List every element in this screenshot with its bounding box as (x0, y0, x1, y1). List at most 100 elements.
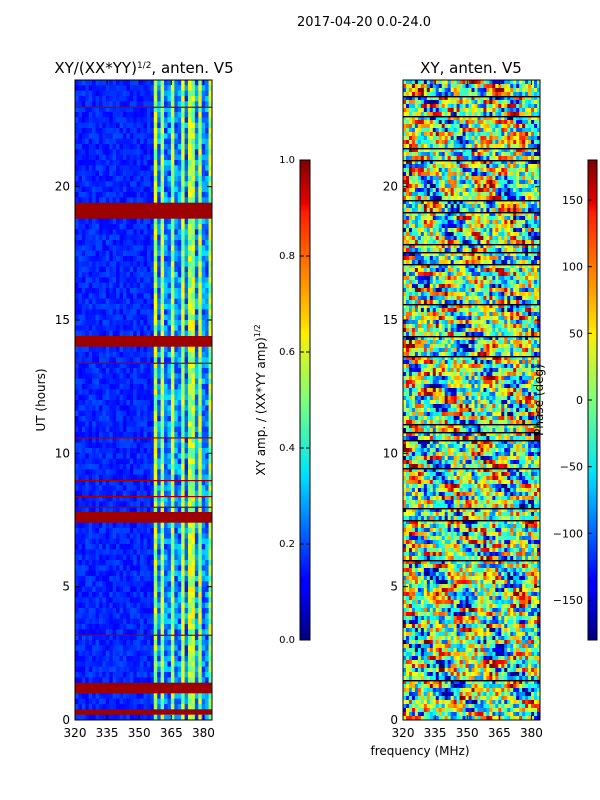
left-heat-cell (92, 666, 97, 673)
left-heat-cell (122, 421, 127, 428)
left-heat-cell (188, 309, 193, 316)
left-heat-cell (208, 704, 212, 710)
right-heat-cell (408, 84, 413, 89)
left-heat-cell (119, 608, 124, 614)
left-heat-cell (129, 144, 134, 150)
left-heat-cell (208, 298, 212, 305)
left-heat-cell (116, 592, 121, 598)
left-heat-cell (174, 96, 179, 102)
left-heat-cell (143, 378, 148, 385)
left-heat-cell (191, 384, 196, 390)
left-heat-cell (191, 240, 196, 246)
left-heat-cell (116, 634, 121, 641)
left-heat-cell (184, 277, 189, 284)
left-heat-cell (184, 234, 189, 241)
left-heat-cell (201, 506, 206, 513)
left-heat-cell (81, 474, 86, 481)
left-heat-cell (95, 389, 100, 396)
left-heat-cell (88, 378, 93, 385)
left-heat-cell (184, 224, 189, 230)
left-heat-cell (88, 426, 93, 433)
left-heat-cell (150, 704, 155, 710)
left-heat-cell (150, 218, 155, 225)
left-heat-cell (160, 656, 165, 662)
left-heat-cell (105, 122, 110, 129)
left-heat-cell (133, 704, 138, 710)
left-heat-cell (102, 181, 107, 188)
left-heat-cell (208, 474, 212, 481)
left-heat-cell (85, 464, 90, 470)
left-heat-cell (157, 341, 162, 348)
left-heat-cell (140, 378, 145, 385)
left-heat-cell (129, 517, 134, 524)
left-heat-cell (140, 138, 145, 145)
left-heat-cell (116, 186, 121, 193)
left-heat-cell (184, 704, 189, 710)
left-heat-cell (109, 704, 114, 710)
left-heat-cell (102, 122, 107, 129)
left-heat-cell (129, 581, 134, 588)
left-heat-cell (198, 170, 203, 177)
left-heat-cell (184, 304, 189, 310)
left-heat-cell (122, 682, 127, 689)
left-heat-cell (98, 528, 103, 534)
left-heat-cell (146, 293, 151, 300)
left-heat-cell (160, 549, 165, 556)
left-heat-cell (105, 469, 110, 476)
left-heat-cell (136, 282, 141, 289)
left-heat-cell (153, 181, 158, 188)
left-heat-cell (194, 672, 199, 678)
left-heat-cell (140, 218, 145, 225)
left-heat-cell (184, 373, 189, 380)
right-heat-cell (510, 84, 514, 89)
left-heat-cell (205, 138, 210, 145)
left-heat-cell (191, 480, 196, 486)
left-heat-cell (170, 464, 175, 470)
left-heat-cell (184, 496, 189, 502)
left-heat-cell (102, 608, 107, 614)
left-heat-cell (129, 256, 134, 262)
left-heat-cell (205, 709, 210, 716)
left-heat-cell (205, 544, 210, 550)
left-heat-cell (78, 597, 83, 604)
left-heat-cell (81, 341, 86, 348)
left-heat-cell (136, 410, 141, 417)
left-heat-cell (146, 666, 151, 673)
left-heat-cell (112, 629, 117, 636)
left-heat-cell (205, 538, 210, 545)
left-heat-cell (177, 672, 182, 678)
left-heat-cell (95, 325, 100, 332)
left-heat-cell (174, 416, 179, 422)
left-heat-cell (95, 272, 100, 278)
left-heat-cell (140, 80, 145, 86)
left-heat-cell (85, 704, 90, 710)
left-heat-cell (133, 544, 138, 550)
left-heat-cell (157, 192, 162, 198)
left-heat-cell (181, 682, 186, 689)
left-heat-cell (208, 581, 212, 588)
left-heat-cell (146, 629, 151, 636)
left-heat-cell (92, 250, 97, 257)
left-heat-cell (85, 85, 90, 92)
left-heat-cell (188, 506, 193, 513)
left-heat-cell (119, 336, 124, 342)
left-heat-cell (119, 218, 124, 225)
left-heat-cell (95, 304, 100, 310)
left-heat-cell (116, 96, 121, 102)
left-heat-cell (208, 426, 212, 433)
left-heat-cell (109, 378, 114, 385)
left-heat-cell (126, 261, 131, 268)
left-heat-cell (174, 661, 179, 668)
left-heat-cell (198, 554, 203, 561)
left-heat-cell (78, 341, 83, 348)
left-heat-cell (88, 224, 93, 230)
left-heat-cell (164, 176, 169, 182)
left-heat-cell (188, 650, 193, 657)
left-heat-cell (201, 474, 206, 481)
left-heat-cell (88, 213, 93, 220)
left-heat-cell (81, 496, 86, 502)
left-heat-cell (167, 240, 172, 246)
left-heat-cell (95, 208, 100, 214)
left-heat-cell (150, 245, 155, 252)
left-heat-cell (136, 469, 141, 476)
